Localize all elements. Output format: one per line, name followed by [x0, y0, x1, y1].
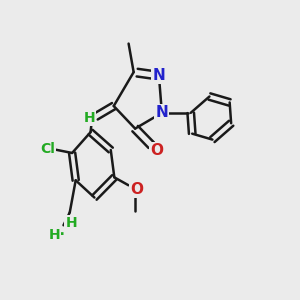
Text: H: H — [83, 111, 95, 125]
Text: N: N — [155, 105, 168, 120]
Text: H: H — [65, 216, 77, 230]
Text: H·: H· — [49, 228, 66, 242]
Text: O: O — [130, 182, 143, 197]
Text: Cl: Cl — [40, 142, 55, 155]
Text: O: O — [151, 143, 164, 158]
Text: N: N — [152, 68, 165, 83]
